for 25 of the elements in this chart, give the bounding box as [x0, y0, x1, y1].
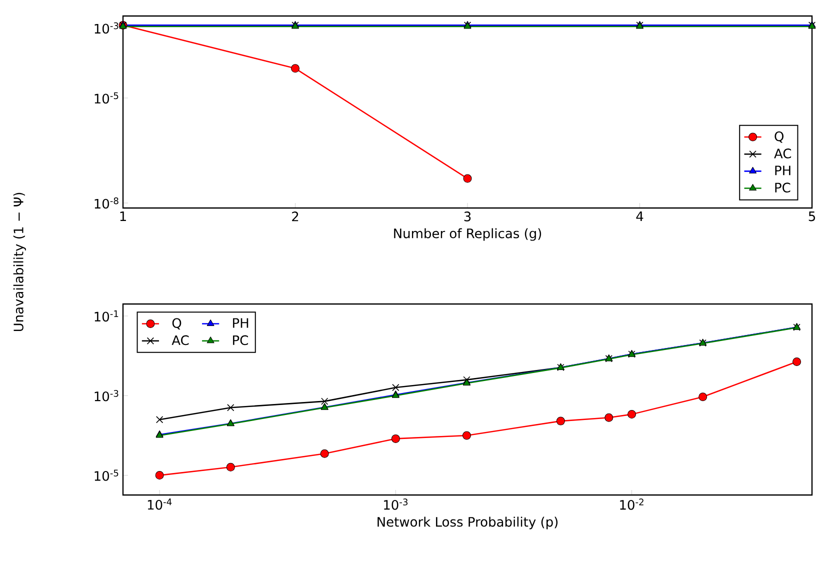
y-tick-label: 10$^{-5}$	[94, 470, 118, 481]
y-tick-label: 10$^{-8}$	[94, 197, 118, 209]
y-tick-label: 10$^{-5}$	[94, 92, 118, 104]
x-tick-label: 5	[808, 212, 816, 222]
legend-label: AC	[172, 335, 189, 346]
x-axis-title: Number of Replicas (g)	[394, 228, 542, 241]
x-tick-label: 10$^{-3}$	[384, 498, 408, 510]
x-tick-label: 4	[636, 212, 644, 222]
legend-label: PC	[233, 335, 248, 346]
y-tick-label: 10$^{-1}$	[94, 310, 118, 322]
x-tick-label: 10$^{-2}$	[620, 498, 644, 510]
legend-label: PH	[233, 318, 248, 328]
legend-label: Q	[774, 131, 784, 143]
legend-label: PH	[775, 166, 790, 176]
x-tick-label: 1	[120, 212, 126, 222]
x-axis-title: Network Loss Probability (p)	[378, 516, 558, 530]
x-tick-label: 10$^{-4}$	[148, 498, 172, 510]
legend-label: AC	[774, 148, 792, 158]
legend-label: Q	[172, 318, 182, 330]
y-tick-label: 10$^{-3}$	[94, 22, 118, 34]
x-tick-label: 3	[464, 212, 471, 222]
y-axis-title: Unavailability (1 − Ψ)	[13, 192, 26, 332]
x-tick-label: 2	[292, 212, 298, 222]
legend-label: PC	[775, 182, 790, 193]
y-tick-label: 10$^{-3}$	[94, 390, 118, 402]
